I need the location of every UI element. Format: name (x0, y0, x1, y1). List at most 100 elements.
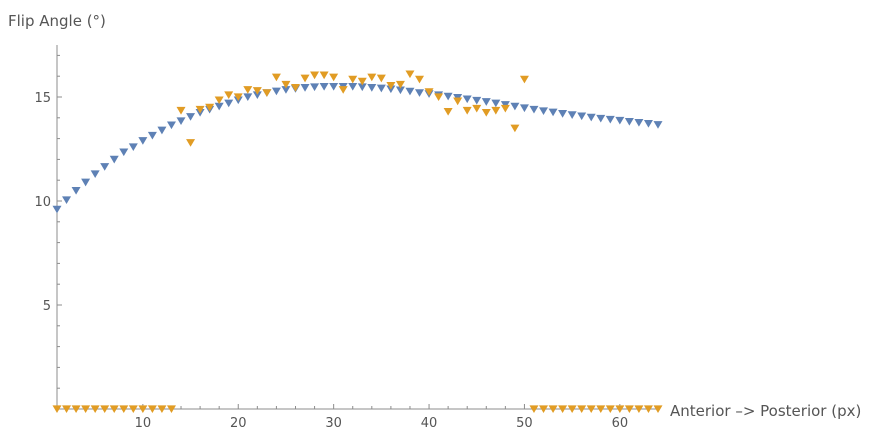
data-point (138, 405, 148, 414)
data-point (166, 405, 176, 414)
data-point (653, 121, 663, 129)
data-point (243, 93, 253, 102)
data-point (424, 88, 434, 96)
data-point (214, 96, 224, 105)
data-point (329, 83, 339, 91)
data-point (300, 84, 310, 92)
data-point (357, 77, 367, 86)
data-point (481, 98, 491, 106)
y-tick-label: 15 (34, 91, 51, 106)
data-point (443, 92, 453, 101)
data-point (443, 107, 453, 116)
data-point (81, 178, 91, 187)
data-point (205, 103, 215, 112)
series-2 (52, 70, 663, 414)
data-point (166, 121, 176, 130)
data-point (319, 83, 329, 91)
data-point (548, 405, 558, 414)
data-point (138, 137, 148, 145)
data-point (224, 99, 234, 108)
data-point (643, 120, 653, 128)
data-point (329, 73, 339, 82)
data-point (519, 75, 529, 84)
data-point (128, 143, 138, 151)
y-tick-label: 5 (43, 299, 51, 314)
data-point (367, 73, 377, 82)
data-point (395, 86, 405, 95)
data-point (109, 405, 119, 414)
data-point (539, 405, 549, 414)
data-point (271, 73, 281, 82)
x-tick-label: 30 (325, 416, 342, 431)
data-point (176, 117, 186, 125)
data-point (109, 155, 119, 164)
data-point (224, 91, 234, 99)
data-point (262, 89, 272, 97)
data-point (233, 93, 243, 102)
data-point (510, 102, 520, 111)
data-point (376, 84, 386, 93)
data-point (634, 405, 644, 414)
x-tick-label: 60 (612, 416, 629, 431)
data-point (157, 126, 167, 135)
data-point (577, 112, 587, 121)
data-point (271, 87, 281, 96)
data-point (586, 113, 596, 122)
data-point (147, 131, 157, 140)
data-point (90, 170, 100, 179)
data-point (195, 105, 205, 114)
data-point (281, 86, 291, 94)
data-point (596, 114, 606, 123)
x-tick-label: 40 (421, 416, 438, 431)
data-point (605, 115, 615, 124)
data-point (243, 86, 253, 94)
data-point (615, 405, 625, 414)
data-point (558, 405, 568, 414)
data-point (577, 405, 587, 414)
data-point (415, 89, 425, 97)
data-point (319, 71, 329, 80)
data-point (624, 117, 634, 126)
data-point (119, 148, 129, 157)
data-point (395, 80, 405, 89)
y-tick-label: 10 (34, 195, 51, 210)
data-point (147, 405, 157, 414)
data-point (119, 405, 129, 414)
data-point (376, 74, 386, 83)
data-point (462, 106, 472, 115)
data-point (281, 80, 291, 89)
data-point (453, 97, 463, 106)
data-point (510, 124, 520, 133)
series-1 (52, 83, 663, 214)
data-point (491, 99, 501, 108)
data-point (62, 405, 72, 414)
data-point (81, 405, 91, 414)
data-point (634, 118, 644, 127)
data-point (434, 93, 444, 102)
x-tick-label: 10 (135, 416, 152, 431)
data-point (386, 81, 396, 90)
data-point (405, 87, 415, 96)
data-point (310, 83, 320, 92)
data-point (624, 405, 634, 414)
data-point (186, 113, 196, 121)
data-point (481, 109, 491, 117)
data-point (643, 405, 653, 414)
data-point (186, 139, 196, 147)
data-point (529, 105, 539, 114)
data-point (605, 405, 615, 414)
data-point (529, 405, 539, 414)
data-point (500, 104, 510, 113)
data-point (558, 110, 568, 118)
data-point (252, 87, 262, 95)
data-point (338, 86, 348, 94)
data-point (52, 405, 62, 414)
data-point (653, 405, 663, 414)
x-tick-label: 20 (230, 416, 247, 431)
data-point (100, 163, 110, 171)
data-point (415, 75, 425, 84)
data-point (539, 107, 549, 115)
data-point (310, 71, 320, 80)
